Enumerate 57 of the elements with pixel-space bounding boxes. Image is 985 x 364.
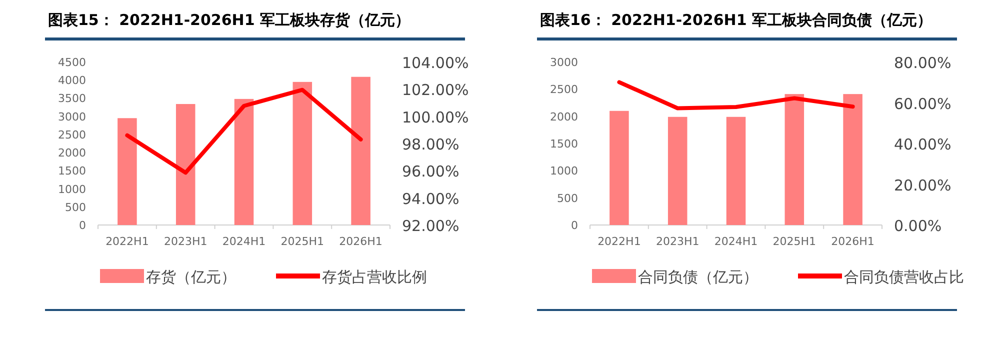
legend-label: 存货占营收比例 (322, 268, 427, 286)
y2-tick-label: 104.00% (402, 54, 469, 72)
x-tick-label: 2024H1 (714, 235, 758, 248)
y-tick-label: 3000 (550, 56, 578, 69)
y2-tick-label: 100.00% (402, 108, 469, 126)
chart-title: 图表15： 2022H1-2026H1 军工板块存货（亿元） (48, 11, 410, 29)
line-series (617, 80, 855, 110)
y-tick-label: 0 (571, 219, 578, 232)
y-tick-label: 0 (79, 219, 86, 232)
y2-tick-label: 94.00% (402, 190, 460, 208)
bar (610, 110, 629, 225)
y-tick-label: 2000 (550, 110, 578, 124)
y-tick-label: 2500 (550, 83, 578, 96)
x-tick-label: 2022H1 (598, 235, 641, 248)
y2-tick-label: 20.00% (894, 176, 952, 194)
y-tick-label: 4000 (58, 74, 86, 88)
y2-tick-label: 0.00% (894, 217, 942, 235)
y-tick-label: 3500 (58, 92, 86, 106)
y-tick-label: 1500 (550, 138, 578, 150)
y-tick-label: 1500 (58, 164, 86, 178)
x-tick-label: 2026H1 (831, 235, 874, 248)
bar (176, 104, 196, 225)
bar (118, 118, 137, 225)
x-tick-label: 2022H1 (106, 235, 149, 248)
y-tick-label: 1000 (550, 164, 578, 178)
chart-title: 图表16： 2022H1-2026H1 军工板块合同负债（亿元） (540, 11, 932, 29)
y2-tick-label: 92.00% (402, 217, 460, 235)
bar (668, 116, 688, 225)
y2-tick-label: 60.00% (894, 94, 952, 113)
y-tick-label: 4500 (58, 56, 86, 69)
y-tick-label: 2500 (58, 128, 86, 142)
x-tick-label: 2026H1 (339, 235, 382, 248)
legend-label: 存货（亿元） (146, 268, 236, 286)
bar (784, 94, 804, 225)
y-tick-label: 500 (557, 192, 578, 205)
y2-tick-label: 98.00% (402, 136, 460, 154)
bar (292, 82, 312, 225)
y-tick-label: 500 (65, 200, 86, 214)
x-tick-label: 2023H1 (164, 235, 208, 248)
x-tick-label: 2024H1 (222, 235, 266, 248)
y2-tick-label: 96.00% (402, 162, 460, 181)
x-tick-label: 2025H1 (280, 235, 324, 248)
y-tick-label: 1000 (58, 182, 86, 196)
y2-tick-label: 102.00% (402, 81, 469, 100)
y2-tick-label: 80.00% (894, 54, 952, 72)
x-tick-label: 2023H1 (656, 235, 700, 248)
legend-label: 合同负债（亿元） (638, 268, 758, 286)
bar (726, 116, 746, 225)
y-tick-label: 3000 (58, 110, 86, 124)
bar (234, 98, 254, 225)
y-tick-label: 2000 (58, 146, 86, 160)
bar (351, 76, 370, 225)
legend-label: 合同负债营收占比 (844, 268, 964, 286)
line-series (125, 88, 363, 175)
bar (843, 94, 862, 225)
y2-tick-label: 40.00% (894, 136, 952, 154)
x-tick-label: 2025H1 (772, 235, 816, 248)
